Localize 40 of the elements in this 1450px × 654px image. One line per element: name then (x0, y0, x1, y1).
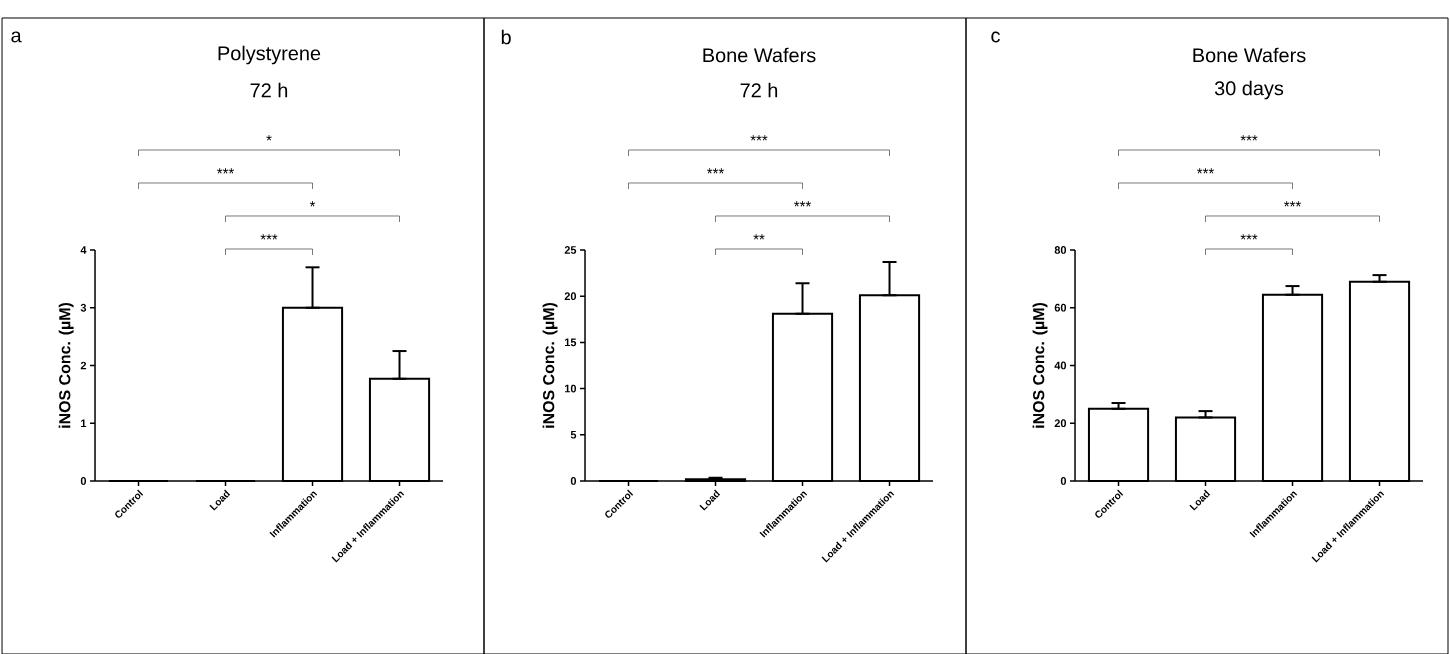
text: *** (1240, 233, 1258, 240)
text: *** (1284, 200, 1301, 207)
y-tick-label: 4 (80, 246, 87, 254)
y-tick-label: 0 (1060, 476, 1067, 485)
chart-subtitle: 72 h (250, 82, 288, 97)
y-tick-label: 80 (1054, 245, 1067, 254)
text: *** (750, 134, 768, 141)
text: * (266, 134, 272, 141)
text: *** (707, 167, 724, 174)
text: b (501, 29, 511, 45)
chart-title: Polystyrene (218, 45, 321, 65)
y-tick-label: 0 (570, 476, 577, 485)
text: a (11, 31, 22, 43)
text: ** (753, 233, 765, 240)
y-axis-title: iNOS Conc. (µM) (1032, 302, 1048, 428)
y-tick-label: 3 (80, 303, 87, 312)
y-tick-label: 0 (80, 476, 87, 485)
chart-subtitle: 72 h (740, 82, 778, 97)
text: *** (794, 200, 811, 207)
text: * (309, 200, 316, 207)
y-tick-label: 1 (81, 419, 87, 427)
y-tick-label: 20 (564, 292, 577, 300)
y-tick-label: 2 (80, 361, 87, 370)
y-axis-title: iNOS Conc. (µM) (58, 302, 74, 428)
text: *** (1240, 134, 1258, 141)
y-tick-label: 20 (1054, 419, 1067, 427)
y-tick-label: 10 (565, 384, 577, 393)
text: *** (260, 233, 278, 240)
chart-title: Bone Wafers (1193, 47, 1306, 63)
y-axis-title: iNOS Conc. (µM) (542, 302, 558, 428)
chart-title: Bone Wafers (703, 47, 816, 63)
y-tick-label: 60 (1054, 303, 1067, 312)
y-tick-label: 25 (564, 245, 577, 254)
text: *** (1197, 167, 1214, 174)
y-tick-label: 15 (565, 338, 577, 346)
chart-subtitle: 30 days (1214, 80, 1284, 100)
y-tick-label: 5 (570, 430, 577, 439)
text: c (991, 31, 1000, 43)
text: *** (217, 167, 234, 174)
y-tick-label: 40 (1054, 361, 1067, 370)
